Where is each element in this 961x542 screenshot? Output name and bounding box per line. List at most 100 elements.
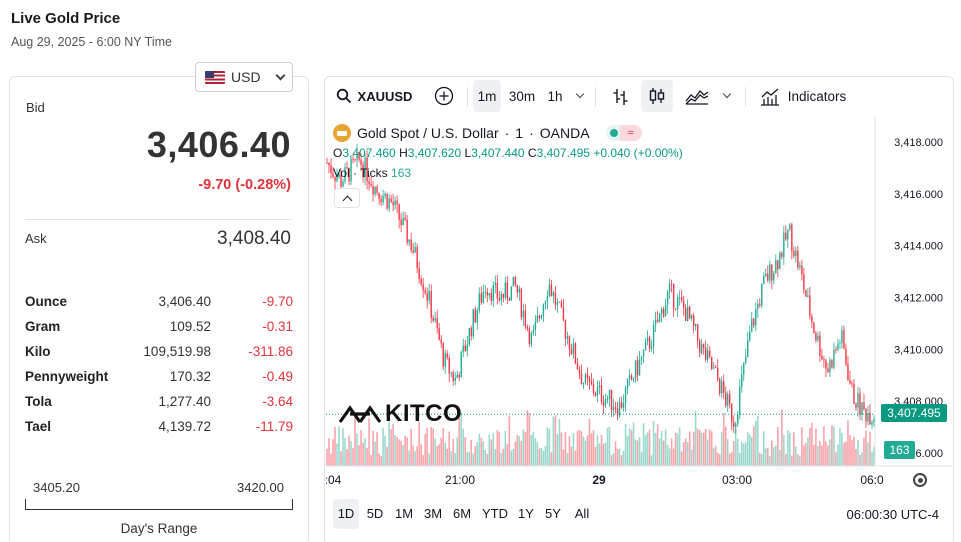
volume-bar	[514, 441, 517, 466]
interval-dropdown[interactable]	[572, 80, 588, 112]
open-value: 3,407.460	[342, 146, 396, 160]
volume-bar	[602, 443, 605, 466]
symbol-search-button[interactable]: XAUUSD	[333, 80, 415, 112]
candle	[789, 223, 791, 232]
range-3m[interactable]: 3M	[423, 506, 443, 521]
candle	[843, 325, 845, 350]
range-all[interactable]: All	[574, 506, 590, 521]
candle	[530, 331, 533, 348]
candle	[656, 310, 659, 323]
candle	[586, 367, 589, 386]
candle	[348, 167, 350, 186]
candle	[464, 339, 466, 352]
volume-bar	[384, 435, 386, 466]
bar-chart-button[interactable]	[605, 80, 635, 112]
candle	[646, 330, 649, 346]
timezone-label[interactable]: 06:00:30 UTC-4	[846, 507, 940, 522]
time-axis[interactable]: :04 21:00 29 03:00 06:0	[326, 473, 884, 487]
candle	[727, 391, 729, 412]
candle	[544, 300, 547, 310]
volume-bar	[512, 449, 515, 466]
instrument-name[interactable]: Gold Spot / U.S. Dollar	[357, 125, 499, 141]
range-1y[interactable]: 1Y	[518, 506, 534, 521]
volume-bar	[799, 455, 801, 466]
volume-bar	[546, 427, 549, 466]
collapse-legend-button[interactable]	[334, 188, 360, 208]
volume-bar	[855, 449, 857, 466]
kitco-logo: KITCO	[338, 400, 462, 428]
candle	[696, 324, 699, 349]
volume-bar	[510, 450, 513, 466]
candle	[536, 306, 539, 323]
candle	[454, 371, 456, 386]
range-6m[interactable]: 6M	[452, 506, 472, 521]
range-5d[interactable]: 5D	[366, 506, 384, 521]
candlestick-button[interactable]	[641, 80, 673, 112]
interval-1m[interactable]: 1m	[473, 80, 501, 112]
candle	[520, 287, 523, 321]
interval-30m[interactable]: 30m	[508, 88, 536, 104]
volume-bar	[807, 437, 809, 466]
chart-type-dropdown[interactable]	[719, 80, 735, 112]
volume-bar	[871, 451, 873, 466]
candle	[733, 415, 735, 433]
volume-bar	[662, 440, 665, 466]
kitco-logo-icon	[338, 405, 382, 423]
volume-bar	[608, 426, 611, 466]
candle	[700, 338, 703, 356]
price-chart[interactable]: 3,418.000 3,416.000 3,414.000 3,412.000 3,41…	[326, 116, 952, 496]
candle	[847, 356, 849, 381]
chart-legend: Gold Spot / U.S. Dollar · 1 · OANDA ≈	[333, 124, 642, 142]
candle	[328, 162, 330, 174]
indicators-button[interactable]: Indicators	[755, 80, 851, 112]
candle	[346, 161, 348, 170]
candle	[362, 161, 364, 183]
volume-bar	[432, 428, 434, 466]
range-ytd[interactable]: YTD	[482, 506, 508, 521]
candle	[570, 343, 573, 356]
range-5y[interactable]: 5Y	[545, 506, 561, 521]
range-1d[interactable]: 1D	[333, 499, 359, 529]
unit-price: 109.52	[169, 319, 211, 334]
candle	[654, 311, 657, 333]
candle	[402, 211, 404, 226]
candle	[755, 302, 757, 332]
volume-bar	[522, 429, 525, 466]
volume-bar	[438, 444, 441, 466]
unit-name: Ounce	[25, 294, 68, 309]
chart-settings-icon[interactable]	[913, 473, 927, 487]
candle	[624, 385, 627, 413]
interval-1h[interactable]: 1h	[547, 88, 563, 104]
volume-bar	[504, 430, 507, 466]
candle	[747, 331, 749, 358]
volume-bar	[588, 418, 591, 466]
volume-bar	[600, 434, 603, 466]
volume-bar	[726, 439, 729, 466]
area-chart-button[interactable]	[681, 80, 713, 112]
volume-bar	[498, 432, 501, 466]
candle	[562, 298, 565, 322]
candle	[408, 239, 410, 247]
currency-select[interactable]: USD	[195, 62, 293, 92]
bid-price: 3,406.40	[146, 124, 291, 165]
volume-bar	[590, 433, 593, 466]
candle	[494, 275, 497, 294]
volume-bar	[356, 433, 358, 466]
candlesticks	[326, 143, 875, 435]
volume-bar	[793, 432, 795, 466]
candle	[378, 192, 380, 205]
candle	[474, 306, 476, 324]
compare-button[interactable]	[429, 80, 459, 112]
volume-bar	[350, 441, 352, 466]
candle	[340, 169, 342, 190]
candle	[326, 157, 328, 164]
volume-bar	[654, 432, 657, 466]
unit-name: Pennyweight	[25, 369, 109, 384]
candle	[668, 278, 671, 300]
candle	[682, 295, 685, 316]
range-1m[interactable]: 1M	[394, 506, 414, 521]
close-label: C	[527, 146, 537, 160]
candle	[472, 308, 474, 340]
market-status-pill[interactable]: ≈	[605, 125, 642, 141]
volume-value: 163	[391, 166, 412, 180]
